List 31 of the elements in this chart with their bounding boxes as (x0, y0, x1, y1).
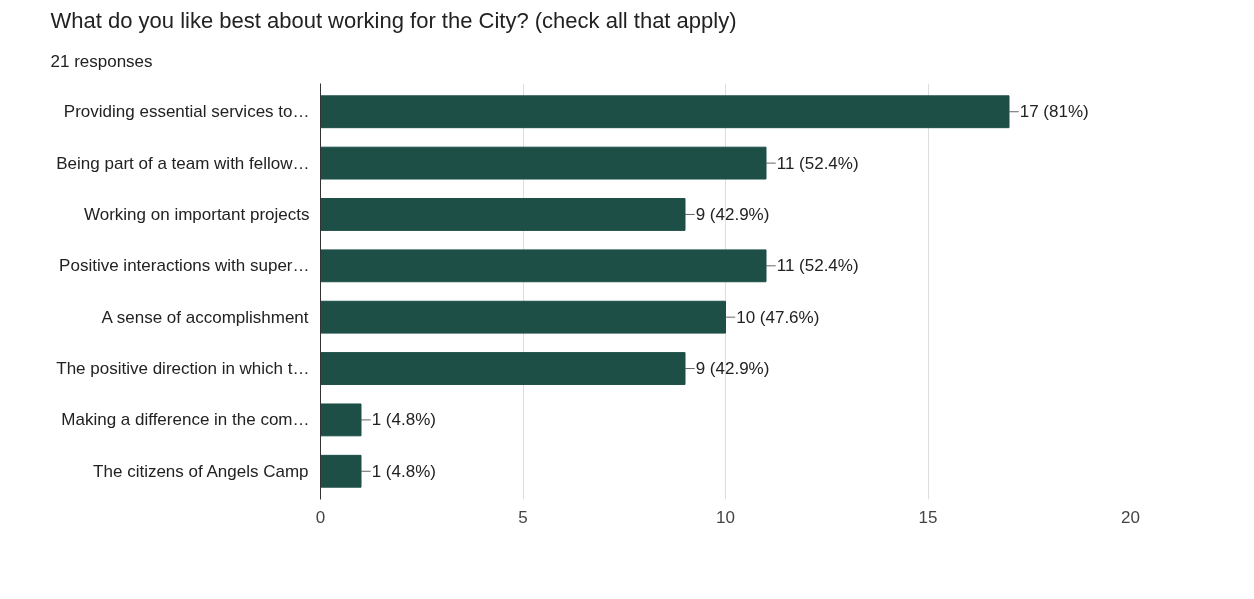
data-label: 11 (52.4%) (776, 256, 859, 276)
x-tick-label: 5 (518, 507, 528, 527)
data-label: 9 (42.9%) (695, 204, 770, 224)
data-label: 9 (42.9%) (695, 359, 770, 379)
bar (320, 146, 767, 180)
y-tick-label: Providing essential services to… (63, 102, 310, 122)
bar (320, 403, 362, 437)
text: 21 responses (50, 52, 153, 71)
bar (320, 300, 726, 334)
bar (320, 198, 686, 231)
bar (320, 352, 686, 385)
x-tick-label: 0 (315, 507, 326, 527)
data-label: 1 (4.8%) (371, 461, 436, 481)
data-label: 11 (52.4%) (776, 153, 859, 173)
y-tick-label: A sense of accomplishment (101, 307, 309, 327)
x-tick-label: 10 (716, 507, 735, 527)
data-label: 10 (47.6%) (736, 307, 820, 327)
y-tick-label: The positive direction in which t… (56, 359, 310, 379)
bar (320, 249, 767, 283)
y-tick-label: Making a difference in the com… (61, 410, 310, 430)
x-tick-label: 20 (1121, 507, 1140, 527)
data-label: 17 (81%) (1019, 102, 1089, 122)
y-tick-label: The citizens of Angels Camp (93, 461, 309, 481)
chart-title: What do you like best about working for the City? (check all that apply) (50, 7, 737, 33)
bar (320, 95, 1010, 129)
y-tick-label: Positive interactions with super… (59, 256, 310, 276)
y-tick-label: Being part of a team with fellow… (56, 153, 310, 173)
x-tick-label: 15 (918, 507, 938, 527)
bar (320, 454, 362, 488)
data-label: 1 (4.8%) (371, 410, 436, 430)
y-tick-label: Working on important projects (83, 204, 310, 224)
